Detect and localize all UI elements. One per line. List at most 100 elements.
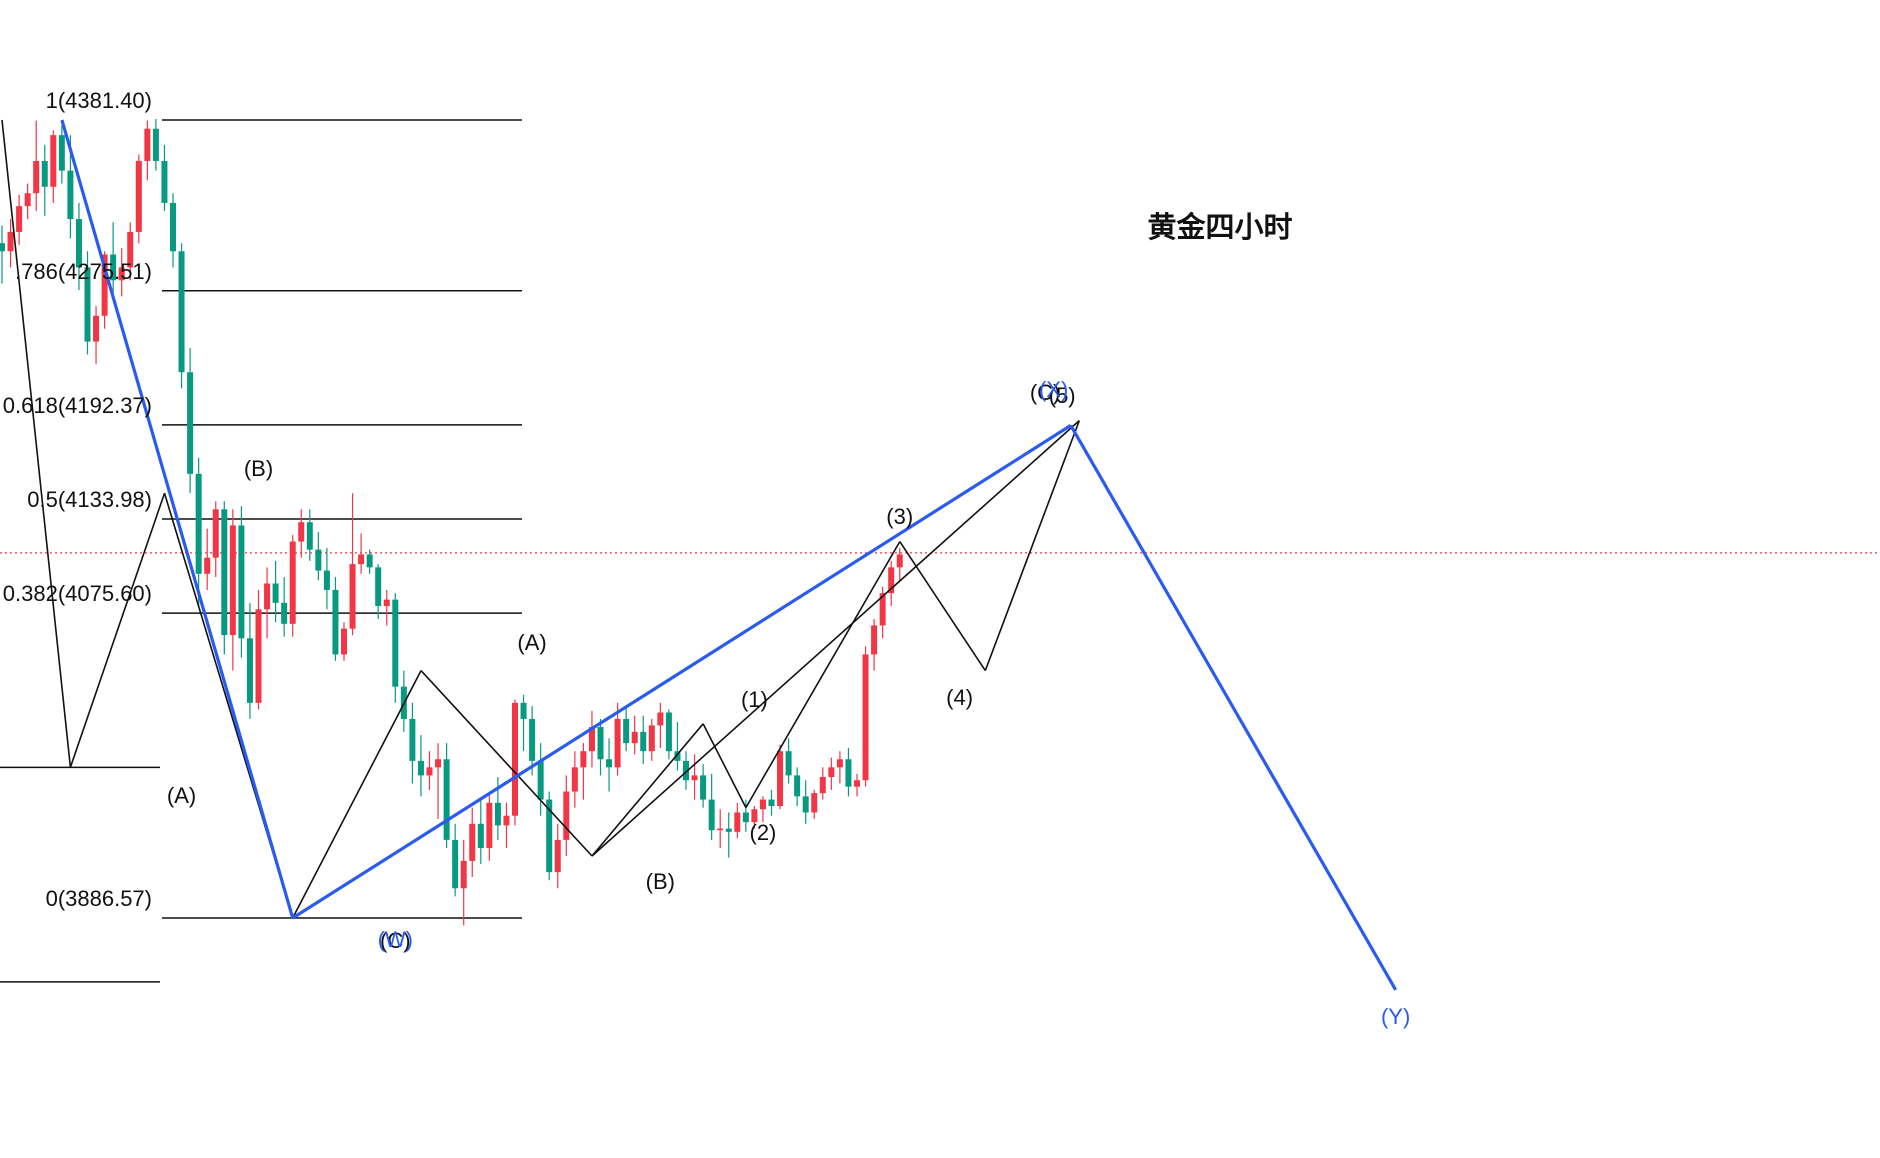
candle	[221, 501, 228, 655]
candle	[871, 618, 878, 671]
wave-label: (C)	[1029, 380, 1061, 406]
wave-label: (A)	[166, 783, 197, 809]
candle	[802, 780, 809, 824]
candle	[614, 702, 621, 776]
candle	[426, 751, 433, 790]
candle	[16, 194, 23, 245]
candle	[563, 775, 570, 857]
wave-segment	[591, 420, 1080, 857]
candle	[332, 577, 339, 661]
candle	[0, 225, 5, 284]
candle	[648, 718, 655, 761]
candle	[383, 589, 390, 626]
wave-segment	[984, 420, 1081, 671]
wave-label: (1)	[740, 686, 768, 712]
candle	[375, 564, 382, 619]
candle	[742, 799, 749, 832]
wave-label: (4)	[946, 684, 974, 710]
fib-level-label: 1(4381.40)	[45, 88, 152, 113]
candle	[665, 709, 672, 760]
candle	[631, 715, 638, 755]
candle	[349, 493, 356, 636]
candle	[50, 130, 57, 203]
candle	[691, 754, 698, 800]
candle	[178, 243, 185, 389]
wave-label: (X)	[1038, 376, 1069, 402]
wave-segment	[291, 424, 1072, 920]
wave-segment	[1, 119, 72, 768]
candle	[238, 506, 245, 658]
candle	[828, 757, 835, 790]
candle	[623, 706, 630, 752]
wave-label: (2)	[749, 820, 777, 846]
candle	[896, 548, 903, 582]
candle	[118, 248, 125, 297]
wave-segment	[1069, 424, 1398, 991]
wave-label: (C)	[380, 928, 411, 954]
candle	[580, 743, 587, 800]
candle	[246, 602, 253, 719]
candle	[144, 120, 151, 181]
candle	[486, 791, 493, 861]
candle	[170, 193, 176, 268]
candle	[520, 694, 527, 752]
wave-segment	[291, 670, 422, 919]
fib-level-label: 0.618(4192.37)	[2, 392, 152, 418]
candle	[683, 751, 689, 790]
candle	[537, 743, 544, 816]
candle	[759, 796, 766, 823]
candle	[606, 738, 613, 792]
candle	[674, 722, 681, 771]
candle	[845, 747, 852, 797]
candle	[84, 251, 91, 355]
candle	[7, 219, 14, 268]
candle	[110, 222, 117, 300]
candle	[392, 593, 399, 703]
wave-label: (B)	[243, 455, 274, 481]
candle	[725, 812, 732, 858]
wave-segment	[899, 541, 986, 672]
candle	[409, 702, 416, 784]
wave-segment	[745, 541, 901, 809]
candle	[93, 306, 100, 365]
candle	[597, 718, 604, 776]
candle	[477, 799, 484, 865]
wave-segment	[591, 723, 704, 857]
wave-segment	[702, 723, 747, 808]
candle	[657, 702, 664, 748]
fib-level-label: 0(3886.57)	[45, 886, 152, 911]
candle	[640, 715, 647, 765]
candle	[888, 560, 895, 607]
chart-title: 黄金四小时	[1147, 210, 1293, 244]
candle	[306, 509, 313, 561]
candle	[58, 125, 65, 184]
candle	[152, 119, 159, 171]
candle	[435, 743, 442, 819]
candle	[700, 764, 707, 808]
candle	[212, 501, 219, 578]
wave-label: (5)	[1048, 383, 1076, 409]
candle	[751, 806, 758, 829]
candle	[777, 744, 784, 810]
candle	[588, 710, 595, 768]
candle	[358, 533, 365, 574]
fib-level-label: .786(4275.51)	[15, 258, 152, 284]
wave-label: (A)	[517, 630, 547, 656]
candle	[452, 823, 459, 897]
candle	[341, 622, 347, 661]
candle	[836, 751, 843, 784]
candle	[75, 202, 82, 290]
wave-label: (W)	[377, 926, 414, 952]
candle	[417, 735, 424, 797]
candle	[819, 767, 826, 800]
wave-segment	[60, 119, 295, 919]
candle	[195, 457, 202, 607]
candle	[281, 577, 288, 637]
candle	[135, 154, 142, 244]
candle	[460, 839, 467, 926]
candlesticks	[0, 119, 903, 926]
candle	[794, 767, 801, 807]
candle	[255, 589, 262, 710]
candle	[127, 222, 134, 281]
